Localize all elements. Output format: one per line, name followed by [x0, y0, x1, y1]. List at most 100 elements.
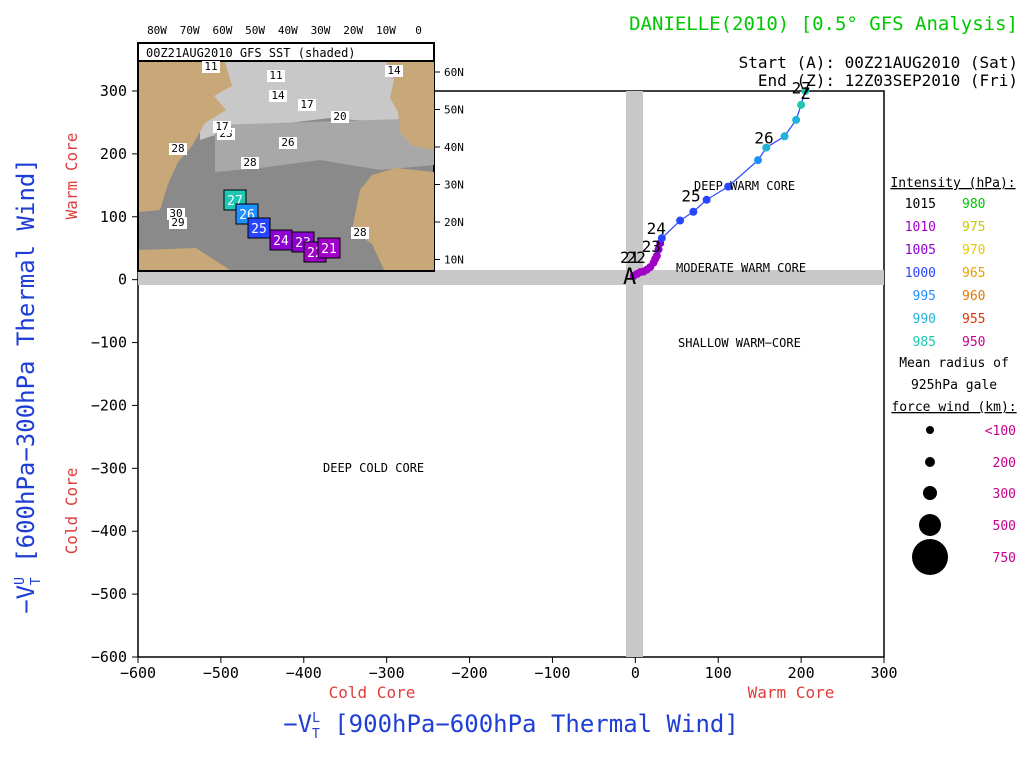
track-day-label: 26	[754, 129, 773, 148]
inset-sst-label: 28	[171, 142, 184, 155]
inset-land-europe	[386, 62, 434, 150]
track-point	[676, 216, 685, 225]
radius-label: <100	[985, 424, 1016, 439]
inset-sst-label: 26	[281, 136, 294, 149]
inset-sst-label: 30	[169, 207, 182, 220]
inset-title: 00Z21AUG2010 GFS SST (shaded)	[146, 46, 356, 60]
track-point	[762, 143, 771, 152]
track-point	[702, 195, 711, 204]
x-axis-title-v: −V	[283, 710, 312, 738]
y-tick-label: −300	[91, 459, 127, 477]
track-day-label: 23	[642, 237, 661, 256]
x-tick-label: −400	[286, 664, 322, 682]
inset-lat-label: 30N	[444, 179, 464, 192]
x-axis-title: −VL T [900hPa−600hPa Thermal Wind]	[283, 710, 739, 742]
start-label: Start (A): 00Z21AUG2010 (Sat)	[739, 53, 1018, 72]
track-day-label: 27	[792, 78, 811, 97]
inset-sst-label-bg	[241, 157, 259, 169]
radius-circle	[919, 514, 941, 536]
legend-left-value: 1005	[905, 243, 936, 258]
y-tick-label: 100	[100, 208, 127, 226]
inset-land-north-america	[139, 62, 232, 212]
legend-right-value: 980	[962, 197, 985, 212]
track-point	[724, 182, 733, 191]
inset-sst-label-bg	[351, 227, 369, 239]
inset-lon-label: 0	[415, 24, 422, 37]
x-tick-label: 200	[788, 664, 815, 682]
end-label: End (Z): 12Z03SEP2010 (Fri)	[758, 71, 1018, 90]
inset-lon-label: 50W	[245, 24, 265, 37]
inset-lon-labels: 80W 70W 60W 50W 40W 30W 20W 10W 0	[147, 24, 422, 37]
inset-lon-label: 80W	[147, 24, 167, 37]
inset-track-label: 24	[273, 234, 289, 249]
track-day-label: 25	[681, 186, 700, 205]
track-point	[652, 251, 661, 260]
inset-sst-label-bg	[298, 99, 316, 111]
y-tick-label: 0	[118, 271, 127, 289]
inset-track-label: 21	[321, 242, 337, 257]
y-tick-label: −600	[91, 648, 127, 666]
x-tick-label: −200	[451, 664, 487, 682]
y-warm-core-label: Warm Core	[62, 133, 81, 220]
inset-sst-label: 17	[300, 98, 313, 111]
y-tick-label: −200	[91, 396, 127, 414]
x-tick-label: −100	[534, 664, 570, 682]
legend-title: Intensity (hPa):	[890, 176, 1015, 191]
y-tick-label: −100	[91, 334, 127, 352]
legend-left-value: 995	[913, 289, 936, 304]
radius-circle	[912, 539, 948, 575]
y-cold-core-label: Cold Core	[62, 468, 81, 555]
track-point	[754, 156, 763, 165]
inset-sst-label-bg	[279, 137, 297, 149]
track-point	[797, 100, 806, 109]
inset-sst-mid-band	[215, 118, 434, 172]
inset-lat-label: 60N	[444, 66, 464, 79]
inset-sst-label-bg	[202, 61, 220, 73]
inset-sst-label: 17	[215, 120, 228, 133]
inset-lat-label: 10N	[444, 254, 464, 267]
x-tick-label: 300	[870, 664, 897, 682]
radius-title-2: 925hPa gale	[911, 378, 997, 393]
legend-right-value: 970	[962, 243, 985, 258]
y-ticks: −600 −500 −400 −300 −200 −100 0 100 200 300	[91, 82, 138, 666]
legend-left-value: 1010	[905, 220, 936, 235]
inset-sst-label-bg	[269, 90, 287, 102]
x-axis-title-sub: T	[312, 727, 320, 742]
inset-lat-label: 20N	[444, 216, 464, 229]
quadrant-band-vertical	[626, 91, 643, 657]
track-day-label: 21	[620, 248, 639, 267]
legend-right-value: 965	[962, 266, 985, 281]
y-axis-title-v: −V	[12, 585, 40, 614]
radius-circle	[926, 426, 934, 434]
track-start-marker: A	[623, 265, 636, 290]
inset-sst-label: 11	[269, 69, 282, 82]
x-warm-core-label: Warm Core	[748, 683, 835, 702]
inset-lon-label: 70W	[180, 24, 200, 37]
chart-title: DANIELLE(2010) [0.5° GFS Analysis]	[629, 13, 1018, 35]
y-tick-label: −500	[91, 585, 127, 603]
radius-circle	[925, 457, 935, 467]
x-cold-core-label: Cold Core	[329, 683, 416, 702]
inset-lon-label: 20W	[343, 24, 363, 37]
legend-left-value: 990	[913, 312, 936, 327]
x-tick-label: 0	[631, 664, 640, 682]
track-point	[654, 245, 663, 254]
legend-right-value: 975	[962, 220, 985, 235]
inset-track-box	[247, 217, 271, 239]
inset-land-africa	[352, 168, 434, 270]
inset-sst-label: 29	[171, 216, 184, 229]
inset-sst-label-bg	[169, 143, 187, 155]
inset-sst-label-bg	[213, 121, 231, 133]
inset-sst-label: 28	[243, 156, 256, 169]
inset-sst-label-bg	[385, 65, 403, 77]
radius-label: 200	[993, 456, 1016, 471]
sst-inset: 80W 70W 60W 50W 40W 30W 20W 10W 0 00Z21AUG2010 G…	[137, 24, 464, 272]
track-day-label: 22	[627, 248, 646, 267]
legend-left-value: 985	[913, 335, 936, 350]
legend-left-value: 1015	[905, 197, 936, 212]
x-tick-label: 100	[705, 664, 732, 682]
